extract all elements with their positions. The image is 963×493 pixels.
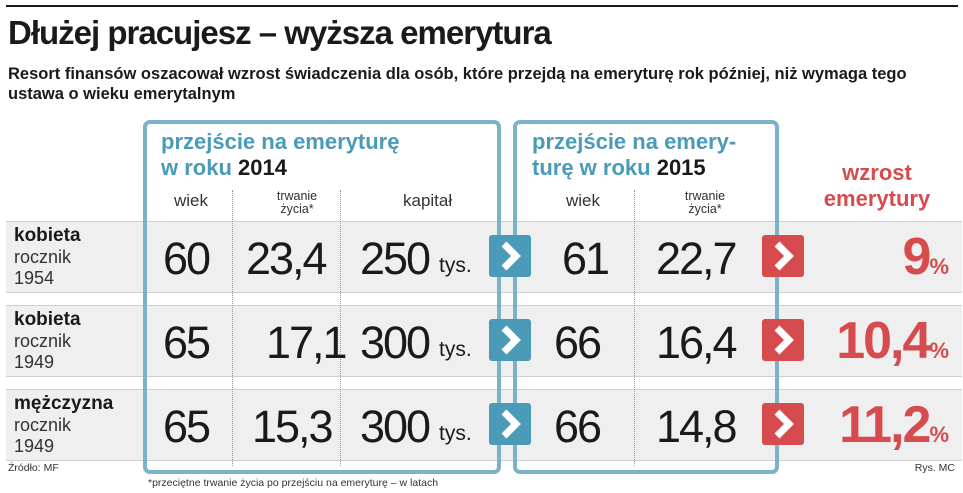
box-2015 (513, 120, 779, 474)
separator-2015 (634, 190, 635, 466)
row-2-rise-unit: % (929, 338, 949, 363)
row-2-capital-unit: tys. (439, 338, 472, 361)
row-1-life-new: 22,7 (656, 233, 738, 284)
box-2015-heading-line2: turę w roku 2015 (532, 155, 736, 181)
row-2-arrow-blue (489, 319, 531, 361)
row-2-life-new: 16,4 (656, 317, 738, 368)
row-1-life: 23,4 (246, 233, 328, 284)
rise-header: wzrost emerytury (797, 160, 957, 212)
footer-credit: Rys. MC (914, 462, 955, 474)
rise-header-line1: wzrost (842, 160, 912, 185)
separator-2014-b (340, 190, 341, 466)
chevron-right-icon (501, 241, 521, 271)
chevron-right-icon (774, 241, 794, 271)
footer-source: Źródło: MF (8, 462, 59, 474)
row-2-age-new: 66 (554, 317, 602, 368)
row-3-arrow-red (762, 403, 804, 445)
row-1-age: 60 (163, 233, 211, 284)
page-subtitle: Resort finansów oszacował wzrost świadcz… (8, 65, 907, 103)
separator-2014-a (232, 190, 233, 466)
col-life-new-header-line2: życia* (688, 202, 722, 216)
row-1-rise-value: 9 (902, 228, 932, 286)
col-life-header-line2: życia* (280, 202, 314, 216)
row-2-life: 17,1 (266, 317, 348, 368)
box-2014-year: 2014 (238, 155, 287, 180)
row-3-label: mężczyzna (14, 393, 114, 414)
row-3-rise: 11,2% (839, 395, 949, 455)
row-1-rise: 9% (903, 227, 949, 287)
row-1-arrow-red (762, 235, 804, 277)
row-2-sub2: 1949 (14, 352, 55, 372)
row-2-arrow-red (762, 319, 804, 361)
box-2015-heading: przejście na emery- turę w roku 2015 (532, 129, 736, 181)
row-1-sub2: 1954 (14, 268, 55, 288)
row-2-sub1: rocznik (14, 331, 72, 351)
row-3-rise-value: 11,2 (839, 396, 931, 454)
col-life-new-header: trwanie życia* (670, 190, 740, 216)
row-1-arrow-blue (489, 235, 531, 277)
box-2014-heading: przejście na emeryturę w roku 2014 (161, 129, 399, 181)
row-3-sub2: 1949 (14, 436, 55, 456)
col-capital-header: kapitał (403, 191, 453, 210)
chevron-right-icon (774, 325, 794, 355)
chevron-right-icon (501, 409, 521, 439)
box-2014-heading-line1: przejście na emeryturę (161, 129, 400, 154)
row-2-rise: 10,4% (836, 311, 949, 371)
top-rule (6, 5, 958, 7)
row-1-label: kobieta (14, 225, 81, 246)
row-3-arrow-blue (489, 403, 531, 445)
row-3-rise-unit: % (929, 422, 949, 447)
box-2014-heading-line2: w roku 2014 (161, 155, 399, 181)
col-life-header: trwanie życia* (262, 190, 332, 216)
footer-note: *przeciętne trwanie życia po przejściu n… (148, 477, 439, 489)
row-3-life-new: 14,8 (656, 401, 738, 452)
row-3-capital: 300 (360, 401, 431, 452)
col-life-header-line1: trwanie (276, 189, 318, 203)
row-2-capital: 300 (360, 317, 431, 368)
chevron-right-icon (774, 409, 794, 439)
row-1-sub1: rocznik (14, 247, 72, 267)
col-age-new-header: wiek (566, 191, 601, 210)
row-3-sub1: rocznik (14, 415, 72, 435)
row-3-age-new: 66 (554, 401, 602, 452)
row-3-life: 15,3 (252, 401, 334, 452)
box-2014-heading-prefix: w roku (161, 155, 232, 180)
row-2-rise-value: 10,4 (836, 312, 931, 370)
row-3-capital-unit: tys. (439, 422, 472, 445)
col-age-header: wiek (174, 191, 209, 210)
row-3-age: 65 (163, 401, 211, 452)
box-2015-year: 2015 (656, 155, 706, 180)
row-2-label: kobieta (14, 309, 81, 330)
col-life-new-header-line1: trwanie (684, 189, 726, 203)
rise-header-line2: emerytury (823, 186, 931, 211)
chevron-right-icon (501, 325, 521, 355)
page-title: Dłużej pracujesz – wyższa emerytura (8, 14, 552, 51)
row-1-age-new: 61 (562, 233, 610, 284)
box-2015-heading-line1: przejście na emery- (532, 129, 737, 154)
box-2014 (143, 120, 501, 474)
row-1-capital: 250 (360, 233, 431, 284)
row-2-age: 65 (163, 317, 211, 368)
row-1-capital-unit: tys. (439, 254, 472, 277)
box-2015-heading-prefix: turę w roku (532, 155, 651, 180)
row-1-rise-unit: % (929, 254, 949, 279)
